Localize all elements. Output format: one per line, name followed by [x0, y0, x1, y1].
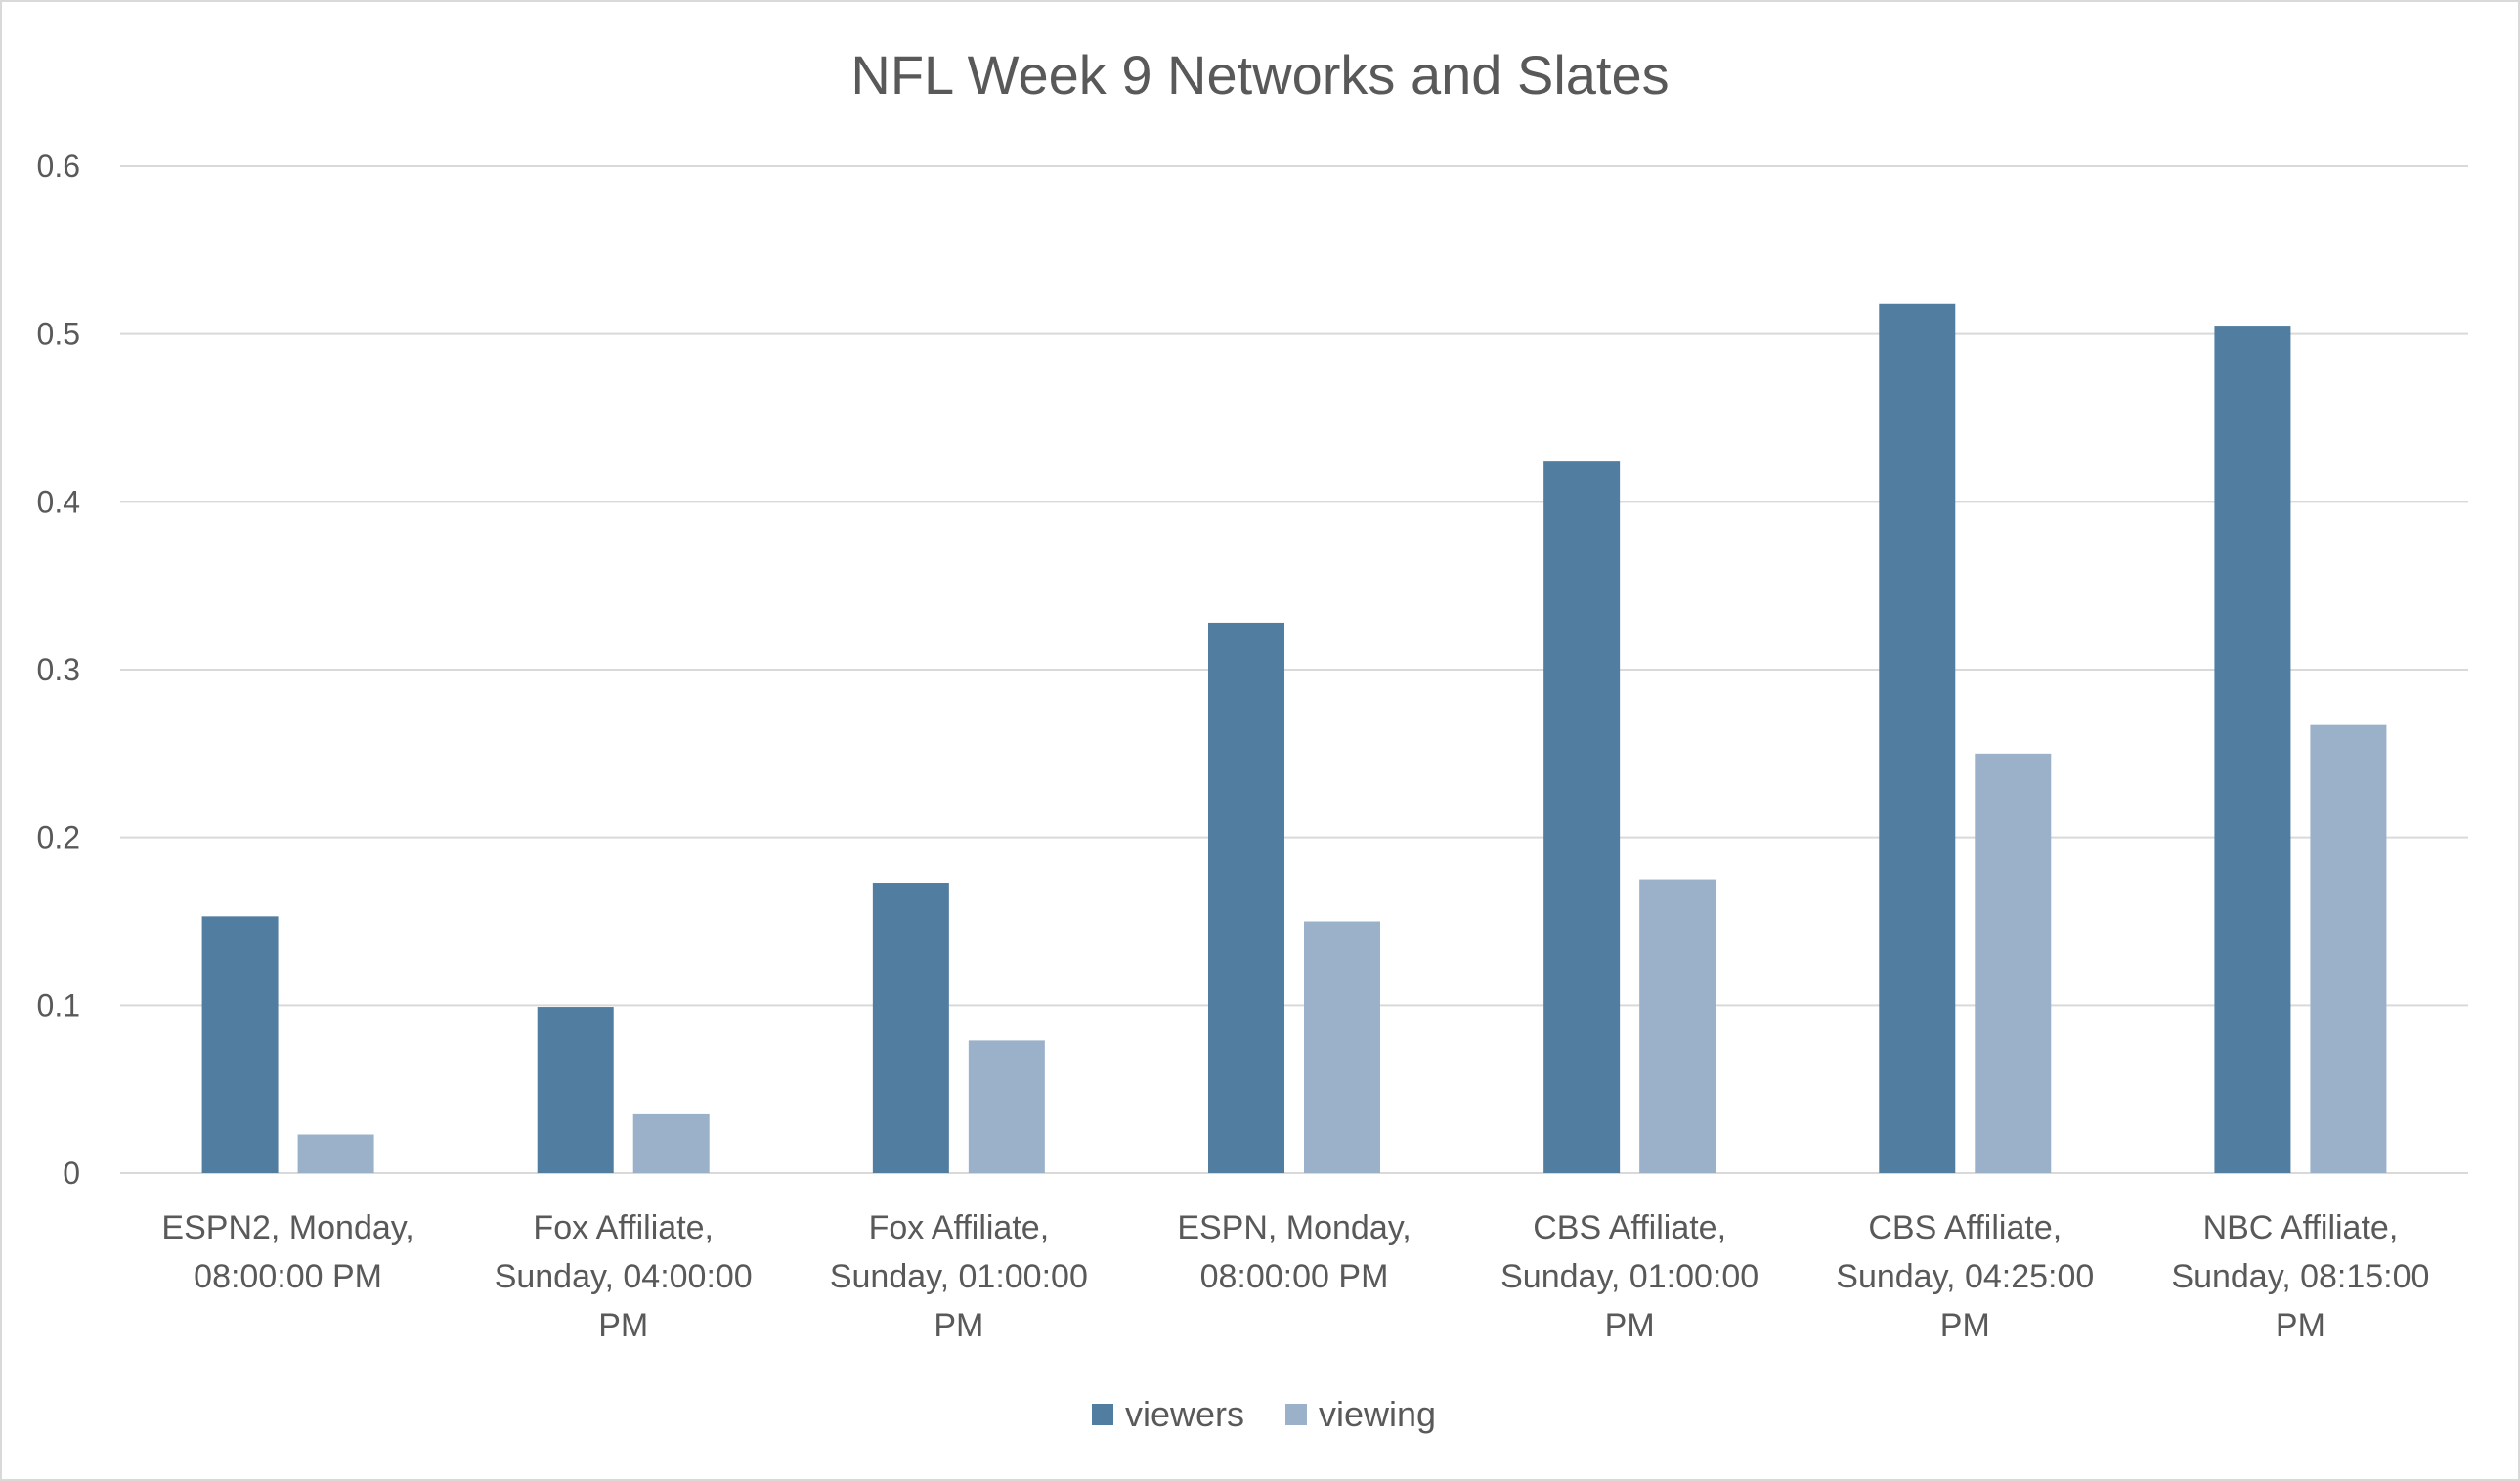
bar-viewing — [1975, 753, 2052, 1173]
bar-viewing — [2310, 724, 2387, 1173]
bar-viewing — [968, 1040, 1045, 1173]
legend-swatch-viewers — [1092, 1404, 1113, 1425]
bar-viewing — [297, 1134, 374, 1173]
bar-viewers — [201, 916, 279, 1173]
chart-title: NFL Week 9 Networks and Slates — [850, 44, 1669, 106]
bar-viewers — [537, 1007, 614, 1173]
y-tick-label: 0.4 — [37, 484, 80, 519]
bar-viewing — [632, 1113, 710, 1173]
y-tick-label: 0 — [63, 1155, 80, 1191]
x-category-label: NBC Affiliate, Sunday, 08:15:00 PM — [2171, 1209, 2429, 1344]
bar-viewers — [1208, 622, 1284, 1173]
x-category-label-line: Fox Affiliate, — [533, 1209, 714, 1246]
bars — [201, 303, 2387, 1174]
x-category-label-line: Fox Affiliate, — [869, 1209, 1050, 1246]
y-tick-label: 0.3 — [37, 652, 80, 687]
x-category-label-line: CBS Affiliate, — [1868, 1209, 2062, 1246]
x-category-label-line: 08:00:00 PM — [194, 1258, 382, 1295]
x-category-label-line: PM — [1940, 1307, 1990, 1344]
x-category-label-line: PM — [2276, 1307, 2325, 1344]
bar-viewers — [2214, 326, 2291, 1173]
x-category-label-line: Sunday, 01:00:00 — [1500, 1258, 1759, 1295]
x-category-label-line: PM — [598, 1307, 648, 1344]
bar-viewers — [1879, 303, 1956, 1173]
y-tick-label: 0.5 — [37, 317, 80, 352]
x-category-label-line: CBS Affiliate, — [1533, 1209, 1726, 1246]
x-category-label: Fox Affiliate, Sunday, 04:00:00 PM — [495, 1209, 753, 1344]
x-category-label-line: NBC Affiliate, — [2203, 1209, 2399, 1246]
x-category-label: CBS Affiliate, Sunday, 01:00:00 PM — [1500, 1209, 1759, 1344]
x-category-label-line: Sunday, 01:00:00 — [830, 1258, 1088, 1295]
x-category-label-line: 08:00:00 PM — [1200, 1258, 1389, 1295]
bar-viewers — [872, 883, 949, 1173]
gridlines — [120, 165, 2468, 1174]
legend-swatch-viewing — [1285, 1404, 1307, 1425]
x-category-label-line: ESPN, Monday, — [1177, 1209, 1411, 1246]
bar-viewing — [1304, 921, 1380, 1173]
x-category-label-line: Sunday, 04:25:00 — [1836, 1258, 2094, 1295]
x-category-label-line: Sunday, 08:15:00 — [2171, 1258, 2429, 1295]
x-category-label: CBS Affiliate, Sunday, 04:25:00 PM — [1836, 1209, 2094, 1344]
y-tick-label: 0.1 — [37, 987, 80, 1023]
x-category-label: ESPN2, Monday, 08:00:00 PM — [161, 1209, 413, 1295]
legend-label-viewing: viewing — [1319, 1394, 1436, 1434]
x-category-label-line: PM — [1605, 1307, 1655, 1344]
legend: viewers viewing — [1092, 1394, 1436, 1434]
x-category-label: Fox Affiliate, Sunday, 01:00:00 PM — [830, 1209, 1088, 1344]
x-category-label-line: Sunday, 04:00:00 — [495, 1258, 753, 1295]
x-category-label-line: PM — [934, 1307, 983, 1344]
bar-viewing — [1639, 879, 1716, 1173]
legend-label-viewers: viewers — [1125, 1394, 1244, 1434]
y-tick-label: 0.2 — [37, 820, 80, 855]
x-category-label-line: ESPN2, Monday, — [161, 1209, 413, 1246]
x-category-label: ESPN, Monday, 08:00:00 PM — [1177, 1209, 1411, 1295]
y-tick-label: 0.6 — [37, 149, 80, 184]
x-axis-labels: ESPN2, Monday, 08:00:00 PM Fox Affiliate, S… — [161, 1209, 2429, 1344]
y-axis-ticks: 0 0.1 0.2 0.3 0.4 0.5 0.6 — [37, 149, 80, 1191]
bar-viewers — [1543, 461, 1621, 1174]
